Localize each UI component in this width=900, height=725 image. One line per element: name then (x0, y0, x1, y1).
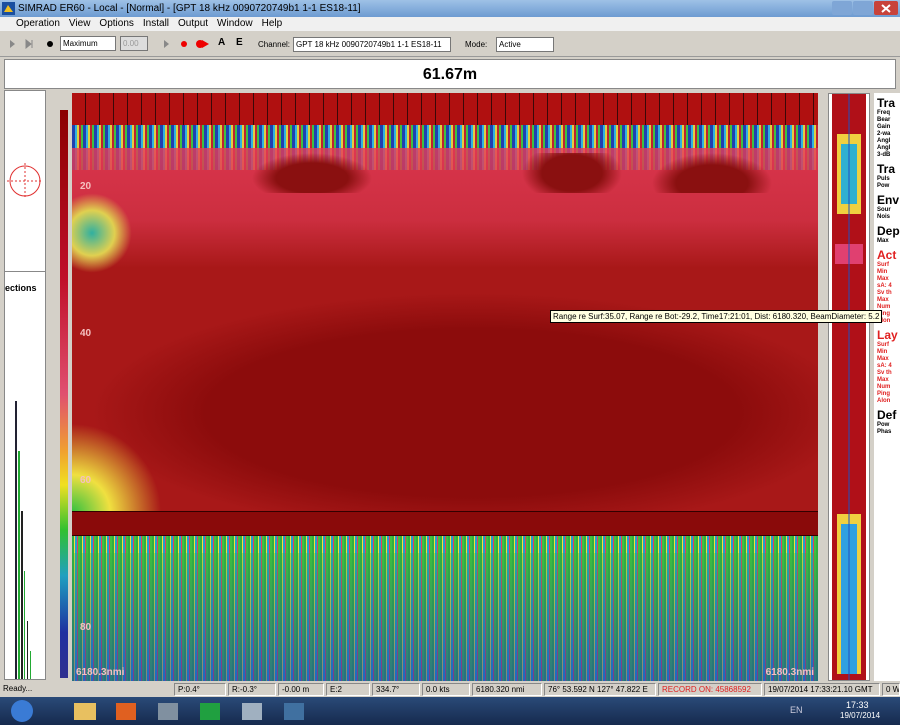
section-item: 2-wa (877, 131, 900, 138)
menu-item[interactable]: View (69, 18, 91, 29)
menu-item[interactable]: Help (262, 18, 283, 29)
depth-label: 40 (80, 328, 91, 339)
histogram (5, 391, 45, 679)
depth-display: 61.67m (4, 59, 896, 89)
section-item: Max (877, 377, 900, 384)
status-field: 76° 53.592 N 127° 47.822 E (544, 683, 656, 696)
section-heading: Act (877, 249, 900, 262)
status-field: R:-0.3° (228, 683, 276, 696)
section-item: Sv th (877, 290, 900, 297)
menu-item[interactable]: Window (217, 18, 253, 29)
depth-label: 80 (80, 622, 91, 633)
playback-controls[interactable] (8, 37, 58, 51)
section-item: Max (877, 276, 900, 283)
toolbar: Maximum 0.00 A E Channel: GPT 18 kHz 009… (0, 31, 900, 57)
section-item: sA: 4 (877, 283, 900, 290)
section-item: Bear (877, 117, 900, 124)
section-item: 3-dB (877, 152, 900, 159)
section-item: Surf (877, 262, 900, 269)
mode-select[interactable]: Active (496, 37, 554, 52)
section-item: Gain (877, 124, 900, 131)
section-item: Pow (877, 422, 900, 429)
section-heading: Tra (877, 163, 900, 176)
status-field: Ready... (0, 683, 170, 696)
status-field: 0.0 kts (422, 683, 470, 696)
record-controls[interactable] (162, 37, 214, 51)
tooltip: Range re Surf:35.07, Range re Bot:-29.2,… (550, 310, 882, 323)
section-item: Max (877, 238, 900, 245)
status-field: 0 Warnings (882, 683, 900, 696)
status-field: E:2 (326, 683, 370, 696)
status-field: P:0.4° (174, 683, 226, 696)
section-item: Max (877, 356, 900, 363)
clock-date[interactable]: 19/07/2014 (840, 711, 880, 720)
section-item: Angl (877, 138, 900, 145)
section-item: sA: 4 (877, 363, 900, 370)
taskbar: EN 17:33 19/07/2014 (0, 697, 900, 725)
target-indicator (5, 161, 45, 201)
distance-label: 6180.3nmi (766, 667, 814, 678)
status-field: -0.00 m (278, 683, 324, 696)
distance-label: 6180.3nmi (76, 667, 124, 678)
menu-item[interactable]: Output (178, 18, 208, 29)
app-icon (2, 2, 15, 15)
taskbar-icons[interactable] (8, 699, 308, 723)
mode-label: Mode: (465, 40, 487, 49)
button-a[interactable]: A (218, 37, 225, 48)
section-item: Sv th (877, 370, 900, 377)
app-window: SIMRAD ER60 - Local - [Normal] - [GPT 18… (0, 0, 900, 725)
panel-label: ections (5, 283, 37, 293)
section-heading: Dep (877, 225, 900, 238)
section-item: Freq (877, 110, 900, 117)
menu-item[interactable]: Options (99, 18, 133, 29)
color-scale (60, 110, 68, 678)
section-item: Sour (877, 207, 900, 214)
section-item: Num (877, 384, 900, 391)
depth-label: 60 (80, 475, 91, 486)
interval-input[interactable]: 0.00 (120, 36, 148, 51)
channel-label: Channel: (258, 40, 290, 49)
title-bar: SIMRAD ER60 - Local - [Normal] - [GPT 18… (0, 0, 900, 17)
status-field: 6180.320 nmi (472, 683, 542, 696)
status-field: RECORD ON: 45868592 (658, 683, 762, 696)
section-item: Nois (877, 214, 900, 221)
language-indicator[interactable]: EN (790, 705, 803, 715)
menu-bar: Operation View Options Install Output Window H… (0, 17, 900, 31)
section-item: Max (877, 297, 900, 304)
menu-item[interactable]: Install (143, 18, 169, 29)
section-item: Min (877, 349, 900, 356)
section-item: Angl (877, 145, 900, 152)
section-heading: Lay (877, 329, 900, 342)
ping-mode-select[interactable]: Maximum (60, 36, 116, 51)
section-item: Alon (877, 398, 900, 405)
section-item: Puls (877, 176, 900, 183)
left-panel: ections (4, 90, 46, 680)
secondary-echogram (828, 93, 870, 681)
section-heading: Def (877, 409, 900, 422)
echogram: 20 40 60 80 6180.3nmi 6180.3nmi (72, 93, 818, 681)
section-item: Ping (877, 391, 900, 398)
status-field: 19/07/2014 17:33:21.10 GMT (764, 683, 880, 696)
section-heading: Env (877, 194, 900, 207)
section-item: Pow (877, 183, 900, 190)
depth-label: 20 (80, 181, 91, 192)
section-item: Phas (877, 429, 900, 436)
status-field: 334.7° (372, 683, 420, 696)
window-controls[interactable] (832, 1, 898, 16)
section-heading: Tra (877, 97, 900, 110)
section-item: Min (877, 269, 900, 276)
channel-select[interactable]: GPT 18 kHz 0090720749b1 1-1 ES18-11 (293, 37, 451, 52)
section-item: Surf (877, 342, 900, 349)
secondary-echogram-image (829, 94, 869, 680)
menu-item[interactable]: Operation (16, 18, 60, 29)
button-e[interactable]: E (236, 37, 243, 48)
clock-time[interactable]: 17:33 (846, 700, 869, 710)
